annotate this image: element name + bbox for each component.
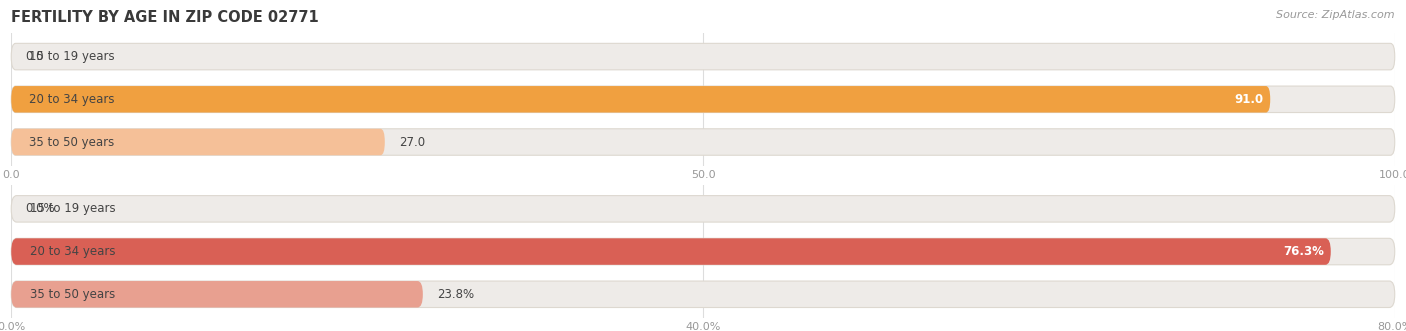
Text: 76.3%: 76.3%: [1282, 245, 1324, 258]
Text: 35 to 50 years: 35 to 50 years: [30, 135, 115, 149]
Text: 91.0: 91.0: [1234, 93, 1264, 106]
Text: 35 to 50 years: 35 to 50 years: [31, 288, 115, 301]
FancyBboxPatch shape: [11, 86, 1270, 113]
Text: 27.0: 27.0: [399, 135, 425, 149]
FancyBboxPatch shape: [11, 196, 1395, 222]
FancyBboxPatch shape: [11, 238, 1395, 265]
FancyBboxPatch shape: [11, 281, 1395, 307]
FancyBboxPatch shape: [11, 238, 1330, 265]
FancyBboxPatch shape: [11, 129, 1395, 155]
Text: 20 to 34 years: 20 to 34 years: [31, 245, 115, 258]
FancyBboxPatch shape: [11, 43, 1395, 70]
Text: 20 to 34 years: 20 to 34 years: [30, 93, 115, 106]
FancyBboxPatch shape: [11, 86, 1395, 113]
Text: 15 to 19 years: 15 to 19 years: [31, 202, 117, 215]
Text: Source: ZipAtlas.com: Source: ZipAtlas.com: [1277, 10, 1395, 20]
Text: 0.0%: 0.0%: [25, 202, 55, 215]
FancyBboxPatch shape: [11, 281, 423, 307]
Text: 23.8%: 23.8%: [437, 288, 474, 301]
Text: FERTILITY BY AGE IN ZIP CODE 02771: FERTILITY BY AGE IN ZIP CODE 02771: [11, 10, 319, 25]
Text: 0.0: 0.0: [25, 50, 44, 63]
FancyBboxPatch shape: [11, 129, 385, 155]
Text: 15 to 19 years: 15 to 19 years: [30, 50, 115, 63]
